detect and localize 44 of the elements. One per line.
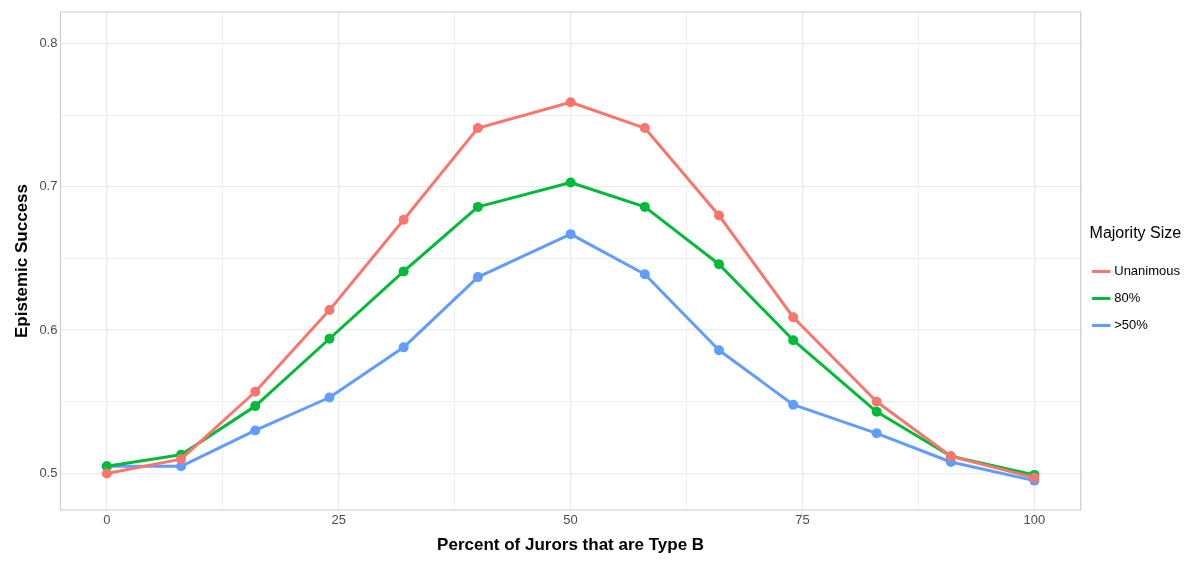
point (714, 210, 725, 221)
point (324, 392, 335, 403)
point (472, 272, 483, 283)
point (871, 428, 882, 439)
point (101, 468, 112, 479)
x-tick-label: 25 (331, 512, 346, 528)
point (398, 342, 409, 353)
y-tick-label: 0.5 (39, 465, 58, 481)
point (472, 201, 483, 212)
point (871, 396, 882, 407)
point (176, 454, 187, 465)
point (639, 201, 650, 212)
point (788, 399, 799, 410)
point (788, 335, 799, 346)
point (250, 401, 261, 412)
point (565, 177, 576, 188)
x-tick-label: 100 (1023, 512, 1046, 528)
point (639, 269, 650, 280)
y-axis-title: Epistemic Success (11, 183, 31, 339)
point (250, 386, 261, 397)
point (398, 266, 409, 277)
y-tick-label: 0.7 (39, 178, 58, 194)
point (324, 333, 335, 344)
y-tick-label: 0.8 (39, 35, 58, 51)
point (324, 305, 335, 316)
point (398, 214, 409, 225)
x-axis-title: Percent of Jurors that are Type B (437, 535, 705, 555)
point (565, 229, 576, 240)
point (871, 406, 882, 417)
point (788, 312, 799, 323)
x-tick-label: 75 (795, 512, 810, 528)
legend-label: >50% (1114, 317, 1149, 333)
point (250, 425, 261, 436)
legend-label: Unanimous (1114, 263, 1181, 279)
x-tick-label: 0 (103, 512, 111, 528)
legend-label: 80% (1114, 290, 1141, 306)
x-tick-label: 50 (563, 512, 578, 528)
point (714, 345, 725, 356)
point (565, 97, 576, 108)
point (472, 123, 483, 134)
point (714, 259, 725, 270)
point (639, 123, 650, 134)
y-tick-label: 0.6 (39, 321, 58, 337)
legend-title: Majority Size (1089, 224, 1182, 242)
